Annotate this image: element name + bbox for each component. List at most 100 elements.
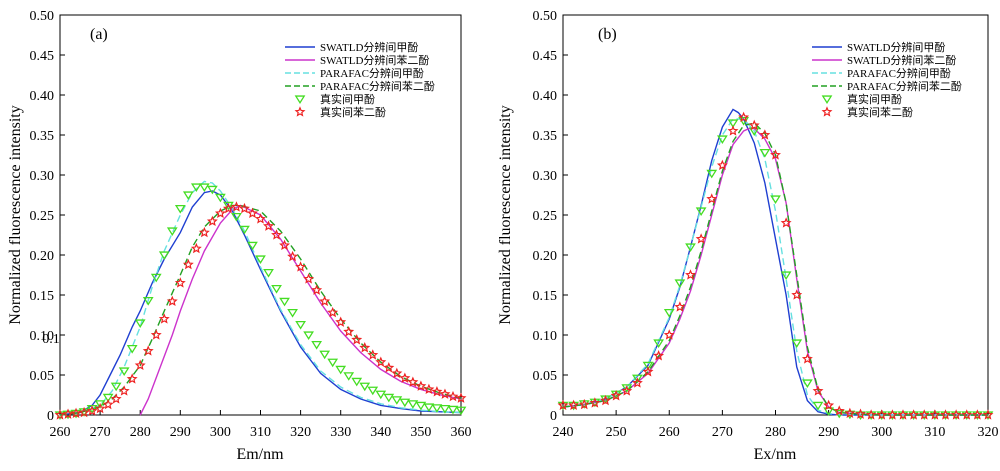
star-marker bbox=[383, 362, 395, 373]
series-line-3 bbox=[59, 180, 462, 416]
star-marker bbox=[222, 202, 234, 214]
star-marker bbox=[62, 408, 74, 419]
y-axis-b: 0 0.05 0.10 0.15 0.20 0.25 0.30 0.35 0.40 0.45 0.5… bbox=[533, 9, 568, 424]
star-marker bbox=[759, 129, 771, 140]
star-marker bbox=[70, 407, 82, 419]
triangle-marker bbox=[663, 309, 675, 318]
chart-panel-b: 0 0.05 0.10 0.15 0.20 0.25 0.30 0.35 0.40 0.45 0.5… bbox=[497, 9, 999, 463]
star-marker bbox=[295, 261, 307, 272]
triangle-marker bbox=[695, 207, 707, 217]
panel-label-a: (a) bbox=[90, 26, 108, 43]
y-tick-label: 0 bbox=[47, 409, 54, 424]
triangle-marker bbox=[118, 367, 130, 377]
star-marker bbox=[610, 390, 622, 401]
triangle-marker bbox=[399, 398, 411, 408]
panel-label-b: (b) bbox=[598, 26, 617, 43]
legend-label: PARAFAC分辨间甲酚 bbox=[847, 66, 951, 80]
legend-label: PARAFAC分辨间甲酚 bbox=[320, 66, 424, 80]
star-marker bbox=[621, 385, 633, 396]
triangle-marker bbox=[223, 201, 234, 211]
star-marker bbox=[423, 383, 435, 395]
x-tick-label: 320 bbox=[290, 425, 311, 440]
x-tick-label: 330 bbox=[330, 425, 351, 440]
y-tick-label: 0.45 bbox=[30, 49, 55, 64]
star-marker bbox=[182, 258, 194, 270]
star-marker bbox=[150, 329, 162, 340]
triangle-marker bbox=[174, 205, 186, 214]
triangle-marker bbox=[279, 297, 290, 307]
series-group-b bbox=[557, 108, 994, 421]
star-marker bbox=[578, 398, 590, 410]
triangle-marker bbox=[407, 400, 419, 409]
star-marker bbox=[642, 366, 654, 377]
star-marker bbox=[738, 111, 750, 123]
star-marker bbox=[375, 356, 387, 367]
y-tick-label: 0.05 bbox=[533, 369, 558, 384]
y-tick-label: 0.15 bbox=[30, 289, 55, 304]
star-marker bbox=[367, 349, 379, 360]
x-tick-label: 320 bbox=[978, 425, 999, 440]
series-group-a bbox=[54, 180, 467, 421]
star-marker bbox=[557, 399, 569, 411]
x-tick-label: 300 bbox=[210, 425, 231, 440]
star-marker bbox=[940, 409, 951, 420]
triangle-marker bbox=[802, 379, 813, 389]
star-marker bbox=[897, 409, 909, 420]
star-marker bbox=[855, 408, 866, 419]
x-tick-label: 360 bbox=[451, 425, 472, 440]
star-marker bbox=[391, 367, 403, 379]
triangle-marker bbox=[423, 403, 435, 413]
star-marker bbox=[431, 386, 443, 397]
legend-b: SWATLD分辨间甲酚SWATLD分辨间苯二酚PARAFAC分辨间甲酚PARAF… bbox=[812, 40, 962, 119]
triangle-marker bbox=[674, 279, 686, 289]
star-marker bbox=[166, 295, 178, 307]
stray-label-a: 0.1 bbox=[42, 332, 60, 347]
star-marker bbox=[415, 380, 427, 391]
triangle-marker bbox=[94, 400, 106, 409]
star-marker bbox=[685, 269, 696, 280]
star-marker bbox=[589, 397, 601, 408]
y-axis-title-a: Normalized fluorescence intensity bbox=[7, 105, 24, 324]
triangle-marker bbox=[621, 384, 633, 393]
star-marker bbox=[876, 409, 888, 420]
star-marker bbox=[886, 409, 898, 420]
y-tick-label: 0.40 bbox=[30, 89, 55, 104]
star-marker bbox=[214, 207, 226, 219]
y-tick-label: 0.20 bbox=[533, 249, 558, 264]
triangle-marker bbox=[319, 350, 331, 360]
star-marker bbox=[303, 273, 315, 284]
star-marker bbox=[78, 406, 90, 418]
y-tick-label: 0.40 bbox=[533, 89, 558, 104]
legend-a: SWATLD分辨间甲酚SWATLD分辨间苯二酚PARAFAC分辨间甲酚PARAF… bbox=[285, 40, 435, 119]
star-marker bbox=[439, 388, 451, 399]
triangle-marker bbox=[182, 191, 194, 201]
x-tick-label: 290 bbox=[818, 425, 839, 440]
triangle-marker bbox=[102, 393, 114, 403]
star-marker bbox=[263, 220, 274, 231]
y-tick-label: 0.25 bbox=[30, 209, 55, 224]
x-tick-label: 240 bbox=[553, 425, 574, 440]
star-marker bbox=[174, 277, 186, 288]
star-marker bbox=[812, 385, 824, 396]
x-tick-label: 270 bbox=[90, 425, 111, 440]
star-marker bbox=[287, 250, 299, 262]
y-axis-a: 0 0.05 0.10 0.15 0.20 0.25 0.30 0.35 0.40 0.45 0.5… bbox=[30, 9, 65, 424]
triangle-marker bbox=[812, 401, 824, 411]
star-marker bbox=[206, 215, 218, 227]
y-axis-title-b: Normalized fluorescence intensity bbox=[497, 105, 514, 324]
triangle-marker bbox=[431, 404, 443, 413]
triangle-marker bbox=[359, 382, 371, 392]
star-marker bbox=[255, 213, 266, 224]
triangle-marker bbox=[142, 297, 154, 306]
star-marker bbox=[706, 193, 718, 204]
star-marker bbox=[118, 385, 130, 396]
star-marker bbox=[142, 345, 154, 356]
star-marker bbox=[126, 373, 138, 384]
star-marker bbox=[102, 398, 114, 410]
triangle-marker bbox=[415, 401, 427, 411]
x-tick-label: 260 bbox=[659, 425, 680, 440]
legend-swatch bbox=[821, 95, 833, 105]
triangle-marker bbox=[231, 213, 242, 222]
triangle-marker bbox=[343, 372, 355, 381]
